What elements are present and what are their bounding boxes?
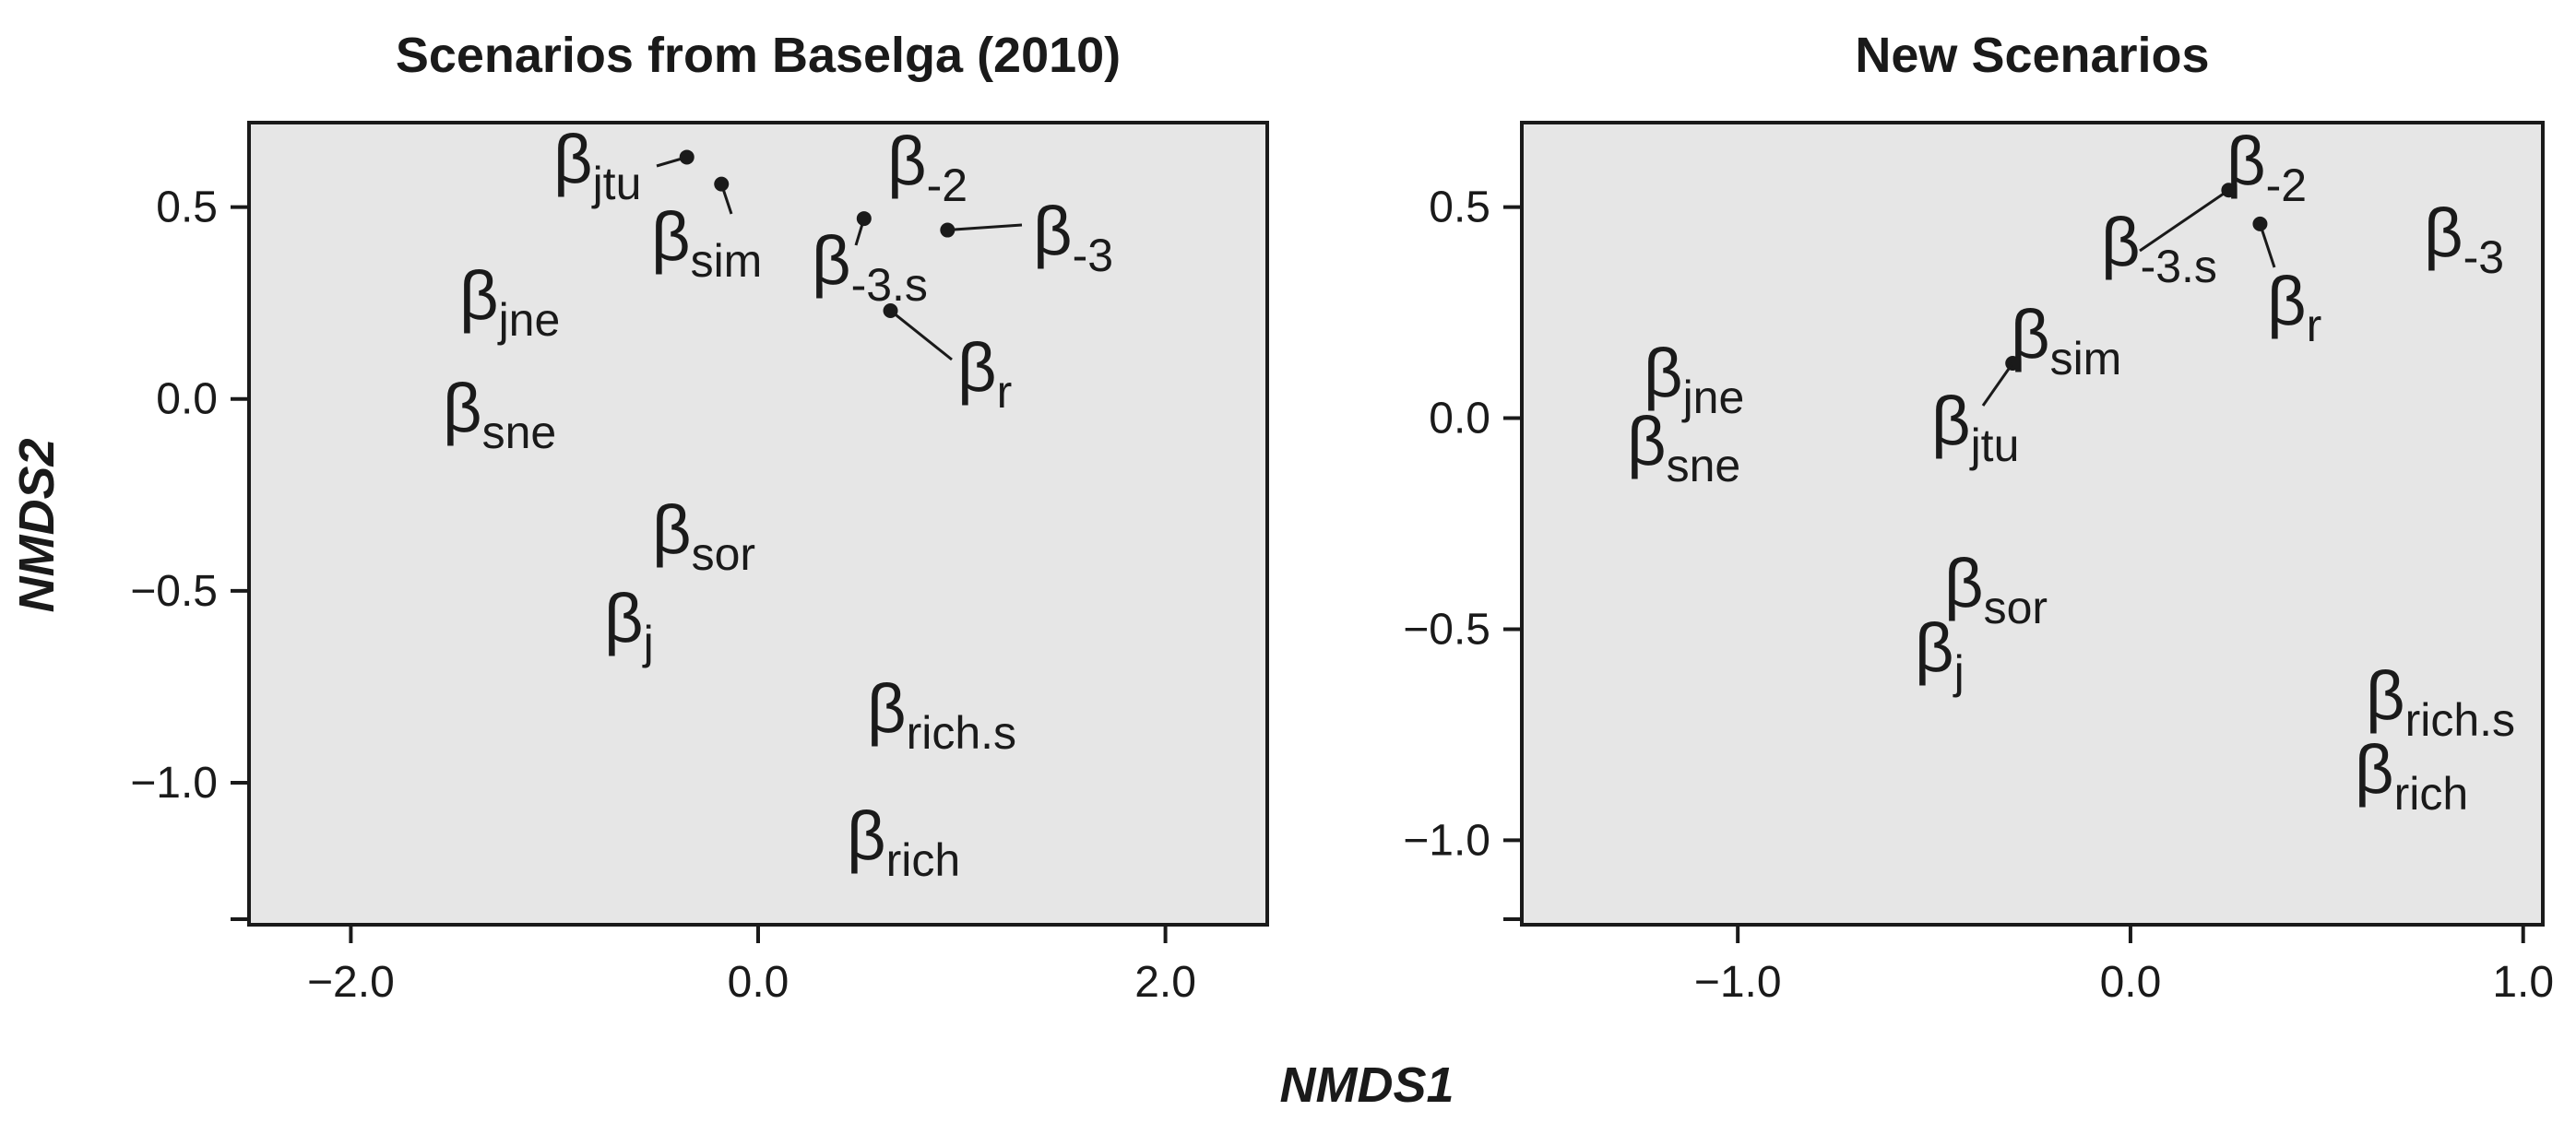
point-label: βsor [1944,545,2048,633]
point-label: βj [604,580,654,668]
x-axis-title: NMDS1 [1279,1057,1454,1113]
y-tick-label: 0.5 [1429,183,1490,232]
x-tick-label: −1.0 [1694,958,1782,1007]
point-label: β-3.s [2101,204,2217,292]
y-tick-label: −0.5 [1403,605,1490,654]
point-label: βjne [1644,335,1744,423]
point-label: βrich.s [867,670,1016,759]
leader-line [889,309,953,361]
x-tick-label: 0.0 [728,958,789,1007]
point-label: βsne [1627,403,1740,491]
point-label: βsne [443,370,556,458]
panel-1: Scenarios from Baselga (2010) −2.0 0.0 2.0 0… [130,28,1269,1007]
leader-line [656,156,688,168]
y-tick-label: −1.0 [1403,816,1490,865]
leader-line [2259,223,2276,268]
point-label: β-3.s [812,222,928,311]
leader-line [1981,362,2014,407]
x-tick-label: 1.0 [2492,958,2554,1007]
leader-line [2139,189,2230,253]
point-label: βsim [651,198,762,287]
point-label: βrich [2355,731,2468,820]
point-label: β-2 [887,123,967,211]
y-tick-label: 0.0 [156,375,218,424]
plot-area [1520,121,2545,927]
point-label: βr [957,329,1012,418]
point-label: βjtu [553,121,641,209]
leader-line [854,218,866,246]
panel-title: Scenarios from Baselga (2010) [396,28,1121,83]
point-label: βrich [847,797,960,886]
y-axis-title: NMDS2 [9,438,65,612]
plot-area [247,121,1269,927]
point-label: β-3 [1033,193,1113,281]
point-label: βjtu [1931,383,2019,471]
leader-line [719,183,733,215]
point-label: βr [2267,263,2321,351]
y-tick-label: 0.0 [1429,395,1490,443]
point-label: β-3 [2424,195,2504,283]
point-label: βjne [459,257,560,346]
x-tick-label: 0.0 [2100,958,2162,1007]
point-label: βsim [2011,296,2121,384]
point-label: βj [1915,609,1965,698]
y-tick-label: −0.5 [130,567,218,616]
x-tick-label: −2.0 [307,958,395,1007]
y-tick-label: −1.0 [130,759,218,808]
leader-line [947,223,1023,232]
y-tick-label: 0.5 [156,183,218,232]
panel-2: New Scenarios−1.0 0.0 1.00.50.0−0.5−1.0β-2… [1403,28,2554,1007]
point-label: βrich.s [2366,657,2515,746]
point-label: βsor [652,491,755,580]
x-tick-label: 2.0 [1134,958,1196,1007]
panel-title: New Scenarios [1855,28,2209,83]
